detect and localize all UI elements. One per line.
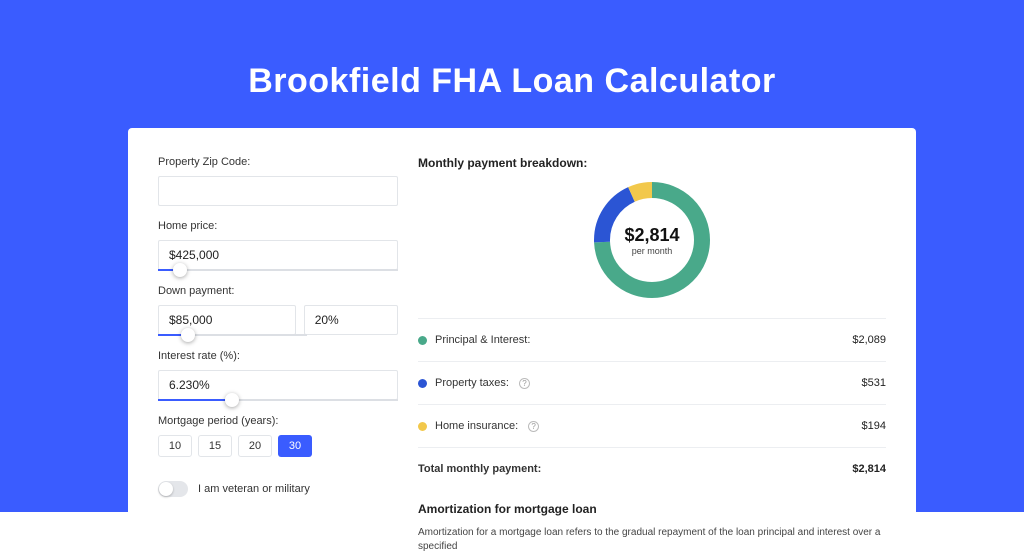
period-button-10[interactable]: 10 <box>158 435 192 457</box>
home-price-slider[interactable] <box>158 269 398 271</box>
down-payment-label: Down payment: <box>158 285 398 297</box>
divider <box>418 318 886 319</box>
info-icon[interactable]: ? <box>528 421 539 432</box>
down-payment-pct-input[interactable] <box>304 305 398 335</box>
interest-label: Interest rate (%): <box>158 350 398 362</box>
payment-donut-chart: $2,814 per month <box>592 180 712 300</box>
donut-sub: per month <box>632 246 673 256</box>
legend-dot <box>418 422 427 431</box>
legend-left: Principal & Interest: <box>418 334 530 346</box>
period-button-20[interactable]: 20 <box>238 435 272 457</box>
legend-label: Home insurance: <box>435 420 518 432</box>
legend-left: Home insurance:? <box>418 420 539 432</box>
period-buttons: 10 15 20 30 <box>158 435 398 457</box>
divider <box>418 404 886 405</box>
home-price-field-group: Home price: <box>158 220 398 271</box>
info-icon[interactable]: ? <box>519 378 530 389</box>
form-column: Property Zip Code: Home price: Down paym… <box>158 156 398 512</box>
veteran-label: I am veteran or military <box>198 483 310 495</box>
legend-value: $2,089 <box>852 334 886 346</box>
legend-label: Principal & Interest: <box>435 334 530 346</box>
legend-dot <box>418 336 427 345</box>
zip-input[interactable] <box>158 176 398 206</box>
period-field-group: Mortgage period (years): 10 15 20 30 <box>158 415 398 457</box>
interest-slider-thumb[interactable] <box>225 393 239 407</box>
veteran-toggle[interactable] <box>158 481 188 497</box>
legend-row: Principal & Interest: $2,089 <box>418 325 886 355</box>
legend-value: $194 <box>862 420 886 432</box>
interest-slider-fill <box>158 399 232 401</box>
home-price-slider-thumb[interactable] <box>173 263 187 277</box>
amortization-body: Amortization for a mortgage loan refers … <box>418 526 886 554</box>
interest-input[interactable] <box>158 370 398 400</box>
donut-amount: $2,814 <box>624 225 679 246</box>
breakdown-title: Monthly payment breakdown: <box>418 156 886 170</box>
down-payment-input[interactable] <box>158 305 296 335</box>
legend-label: Property taxes: <box>435 377 509 389</box>
zip-field-group: Property Zip Code: <box>158 156 398 206</box>
veteran-row: I am veteran or military <box>158 481 398 497</box>
legend-dot <box>418 379 427 388</box>
divider <box>418 447 886 448</box>
amortization-title: Amortization for mortgage loan <box>418 502 886 516</box>
total-value: $2,814 <box>852 463 886 475</box>
down-payment-slider[interactable] <box>158 334 307 336</box>
legend-row: Property taxes:? $531 <box>418 368 886 398</box>
period-label: Mortgage period (years): <box>158 415 398 427</box>
period-button-15[interactable]: 15 <box>198 435 232 457</box>
page-title: Brookfield FHA Loan Calculator <box>0 62 1024 101</box>
home-price-input[interactable] <box>158 240 398 270</box>
breakdown-column: Monthly payment breakdown: $2,814 per mo… <box>418 156 886 512</box>
period-button-30[interactable]: 30 <box>278 435 312 457</box>
donut-wrap: $2,814 per month <box>418 180 886 300</box>
interest-field-group: Interest rate (%): <box>158 350 398 401</box>
donut-center: $2,814 per month <box>592 180 712 300</box>
total-label: Total monthly payment: <box>418 463 541 475</box>
divider <box>418 361 886 362</box>
home-price-label: Home price: <box>158 220 398 232</box>
legend-row: Home insurance:? $194 <box>418 411 886 441</box>
interest-slider[interactable] <box>158 399 398 401</box>
down-payment-field-group: Down payment: <box>158 285 398 336</box>
calculator-card: Property Zip Code: Home price: Down paym… <box>128 128 916 512</box>
down-payment-slider-thumb[interactable] <box>181 328 195 342</box>
legend-left: Property taxes:? <box>418 377 530 389</box>
legend-row-total: Total monthly payment: $2,814 <box>418 454 886 484</box>
veteran-toggle-knob <box>159 482 173 496</box>
zip-label: Property Zip Code: <box>158 156 398 168</box>
legend-value: $531 <box>862 377 886 389</box>
